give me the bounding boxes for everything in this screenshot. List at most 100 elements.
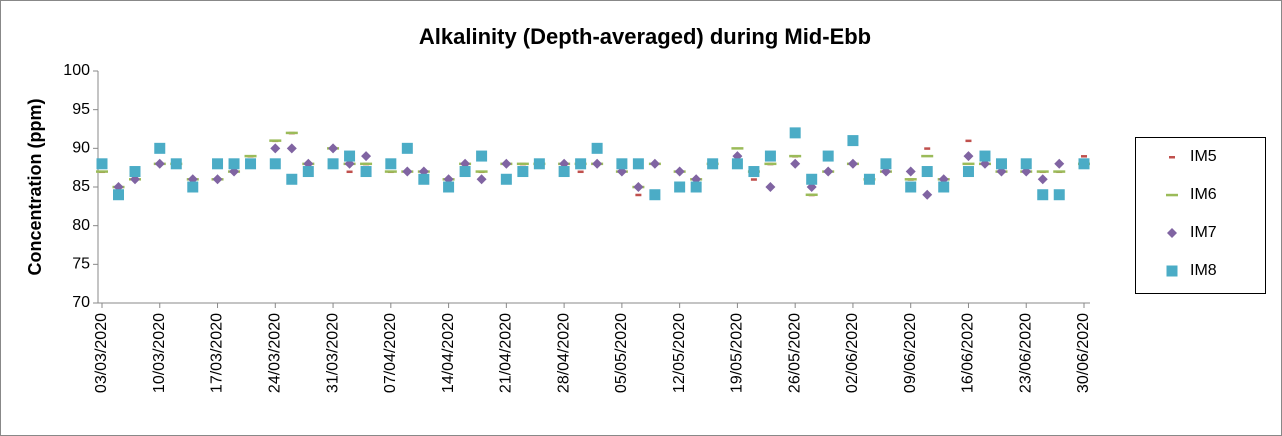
- x-tick-label: 26/05/2020: [786, 313, 803, 393]
- marker: [633, 182, 644, 192]
- marker: [212, 174, 223, 185]
- marker: [905, 181, 917, 193]
- marker: [1037, 174, 1048, 185]
- marker: [921, 166, 933, 178]
- marker: [979, 150, 991, 162]
- marker: [805, 193, 818, 197]
- chart-title: Alkalinity (Depth-averaged) during Mid-E…: [419, 24, 871, 49]
- marker: [649, 189, 661, 201]
- x-tick-label: 23/06/2020: [1017, 313, 1034, 393]
- marker: [823, 166, 834, 177]
- x-tick-label: 24/03/2020: [267, 313, 284, 393]
- x-tick-label: 21/04/2020: [498, 313, 515, 393]
- marker: [790, 158, 801, 169]
- marker: [847, 135, 859, 147]
- marker: [302, 166, 314, 178]
- marker: [764, 162, 777, 166]
- marker: [1054, 158, 1065, 169]
- marker: [963, 151, 974, 162]
- y-tick-label: 70: [72, 294, 90, 311]
- marker: [459, 166, 471, 178]
- marker: [847, 158, 858, 169]
- marker: [96, 158, 108, 170]
- marker: [385, 158, 397, 170]
- marker: [245, 158, 257, 170]
- marker: [962, 162, 975, 166]
- x-tick-label: 28/04/2020: [555, 313, 572, 393]
- marker: [476, 150, 488, 162]
- marker: [360, 166, 372, 178]
- marker: [905, 166, 916, 177]
- marker: [1166, 265, 1178, 277]
- marker: [806, 173, 818, 185]
- x-tick-label: 14/04/2020: [440, 313, 457, 393]
- marker: [922, 189, 933, 200]
- marker: [1078, 158, 1090, 170]
- marker: [269, 158, 281, 170]
- marker: [285, 131, 298, 135]
- marker: [361, 151, 372, 162]
- marker: [384, 170, 397, 173]
- marker: [707, 158, 719, 170]
- marker: [129, 166, 141, 178]
- y-tick-label: 75: [72, 256, 90, 273]
- marker: [822, 150, 834, 162]
- x-tick-label: 19/05/2020: [729, 313, 746, 393]
- marker: [995, 158, 1007, 170]
- marker: [591, 142, 603, 154]
- marker: [962, 166, 974, 178]
- x-tick-label: 05/05/2020: [613, 313, 630, 393]
- legend-label: IM7: [1190, 224, 1217, 241]
- marker: [731, 147, 744, 150]
- marker: [965, 139, 972, 143]
- marker: [1053, 189, 1065, 201]
- marker: [1166, 193, 1178, 197]
- legend-label: IM8: [1190, 262, 1217, 279]
- marker: [516, 162, 529, 166]
- marker: [113, 189, 125, 201]
- marker: [1036, 170, 1049, 173]
- marker: [674, 181, 686, 193]
- marker: [360, 162, 373, 166]
- marker: [501, 158, 512, 169]
- legend-label: IM5: [1190, 148, 1217, 165]
- marker: [690, 181, 702, 193]
- marker: [533, 158, 545, 170]
- marker: [632, 158, 644, 170]
- marker: [270, 143, 281, 154]
- marker: [765, 182, 776, 192]
- y-tick-label: 85: [72, 178, 90, 195]
- marker: [500, 173, 512, 185]
- marker: [649, 158, 660, 169]
- marker: [1020, 158, 1032, 170]
- marker: [418, 173, 430, 185]
- marker: [1169, 156, 1175, 159]
- marker: [938, 181, 950, 193]
- marker: [863, 173, 875, 185]
- marker: [212, 158, 224, 170]
- y-axis-label: Concentration (ppm): [25, 99, 45, 276]
- marker: [475, 170, 488, 173]
- marker: [328, 143, 339, 154]
- marker: [904, 178, 917, 181]
- y-tick-label: 100: [63, 62, 90, 79]
- legend-label: IM6: [1190, 186, 1217, 203]
- y-tick-label: 80: [72, 217, 90, 234]
- marker: [592, 158, 603, 169]
- marker: [750, 178, 757, 181]
- marker: [748, 166, 760, 178]
- x-tick-label: 02/06/2020: [844, 313, 861, 393]
- marker: [1053, 170, 1066, 173]
- marker: [443, 181, 455, 193]
- x-tick-label: 07/04/2020: [382, 313, 399, 393]
- x-tick-label: 17/03/2020: [209, 313, 226, 393]
- marker: [1081, 155, 1087, 158]
- y-tick-label: 90: [72, 140, 90, 157]
- marker: [674, 166, 685, 177]
- marker: [96, 170, 108, 173]
- marker: [764, 150, 776, 162]
- marker: [789, 154, 802, 158]
